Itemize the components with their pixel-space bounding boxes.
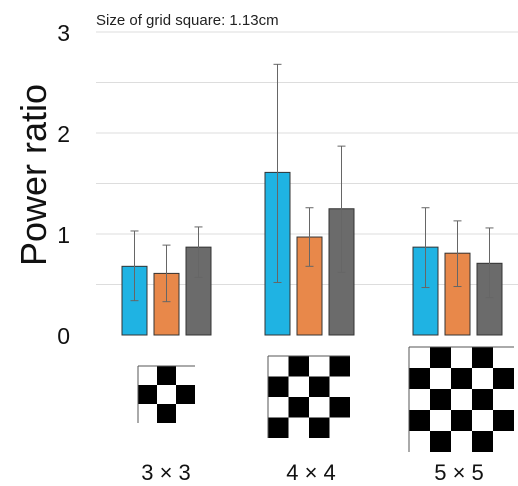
checker-cell: [157, 366, 176, 385]
checker-cell: [409, 410, 430, 431]
checkerboard-patterns: [137, 346, 514, 452]
x-category-label: 4 × 4: [286, 460, 336, 485]
checker-cell: [493, 410, 514, 431]
x-category-label: 5 × 5: [434, 460, 484, 485]
bars: [121, 171, 503, 336]
checker-cell: [138, 385, 157, 404]
y-tick-label: 2: [57, 121, 70, 147]
checker-cell: [430, 347, 451, 368]
checker-cell: [176, 385, 195, 404]
checkerboard-5x5: [408, 346, 514, 452]
checker-cell: [329, 397, 350, 418]
grid-size-note: Size of grid square: 1.13cm: [96, 12, 279, 29]
checker-cell: [288, 356, 309, 377]
checker-cell: [268, 417, 289, 438]
checker-cell: [288, 397, 309, 418]
x-category-label: 3 × 3: [141, 460, 191, 485]
checker-cell: [268, 376, 289, 397]
checker-cell: [472, 347, 493, 368]
y-tick-label: 0: [57, 323, 70, 349]
checker-cell: [451, 410, 472, 431]
y-axis-label: Power ratio: [13, 84, 54, 266]
checkerboard-4x4: [267, 355, 350, 438]
category-labels: 3 × 3 4 × 4 5 × 5: [141, 460, 484, 485]
checker-cell: [430, 431, 451, 452]
checker-cell: [409, 368, 430, 389]
y-tick-labels: 0 1 2 3: [57, 20, 70, 349]
checker-cell: [329, 356, 350, 377]
checker-cell: [493, 368, 514, 389]
checker-cell: [451, 368, 472, 389]
checker-cell: [157, 404, 176, 423]
y-tick-label: 1: [57, 222, 70, 248]
checker-cell: [430, 389, 451, 410]
checker-cell: [472, 431, 493, 452]
checker-cell: [309, 376, 330, 397]
checker-cell: [309, 417, 330, 438]
error-bars: [130, 63, 494, 303]
y-tick-label: 3: [57, 20, 70, 46]
checkerboard-3x3: [137, 365, 195, 423]
checker-cell: [472, 389, 493, 410]
